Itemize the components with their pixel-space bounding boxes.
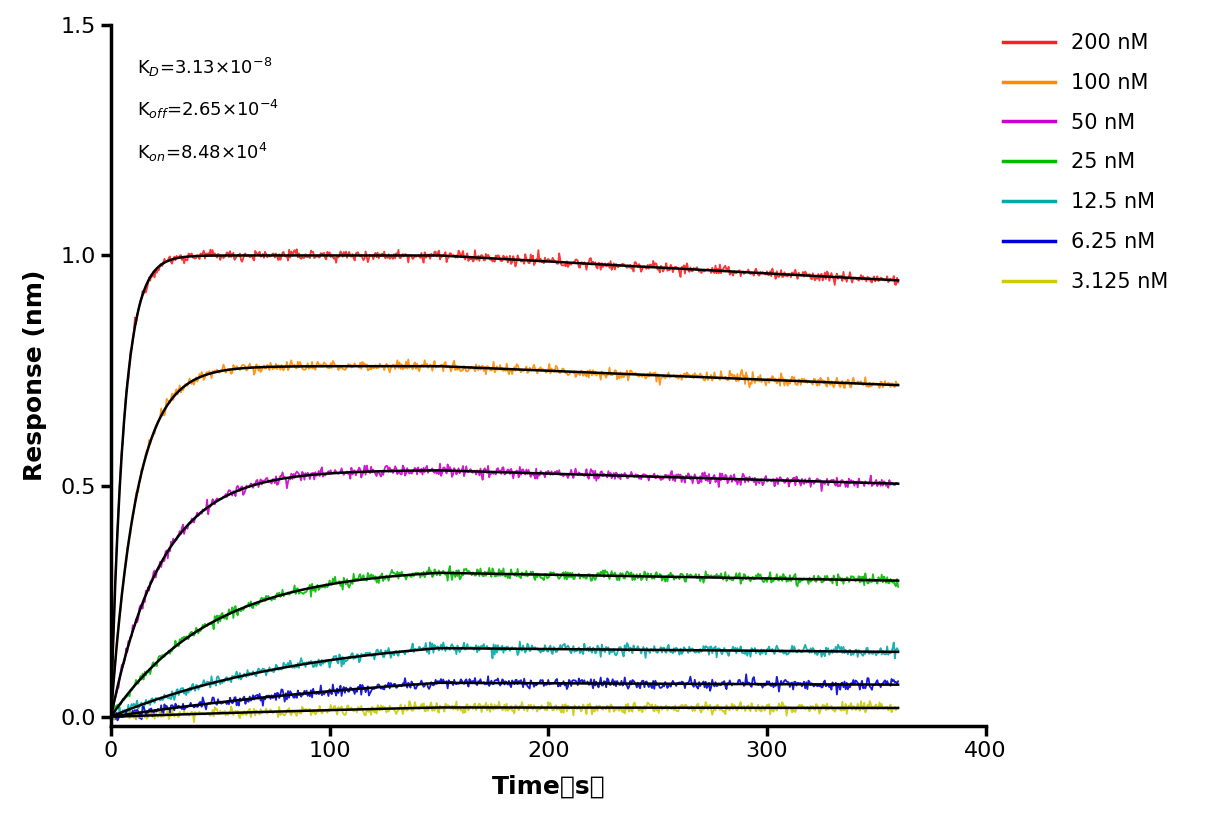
Legend: 200 nM, 100 nM, 50 nM, 25 nM, 12.5 nM, 6.25 nM, 3.125 nM: 200 nM, 100 nM, 50 nM, 25 nM, 12.5 nM, 6… [994,25,1177,300]
Y-axis label: Response (nm): Response (nm) [23,270,47,481]
Text: K$_D$=3.13×10$^{-8}$: K$_D$=3.13×10$^{-8}$ [137,56,272,79]
X-axis label: Time（s）: Time（s） [492,775,605,799]
Text: K$_{off}$=2.65×10$^{-4}$: K$_{off}$=2.65×10$^{-4}$ [137,98,280,121]
Text: K$_{on}$=8.48×10$^{4}$: K$_{on}$=8.48×10$^{4}$ [137,140,267,163]
